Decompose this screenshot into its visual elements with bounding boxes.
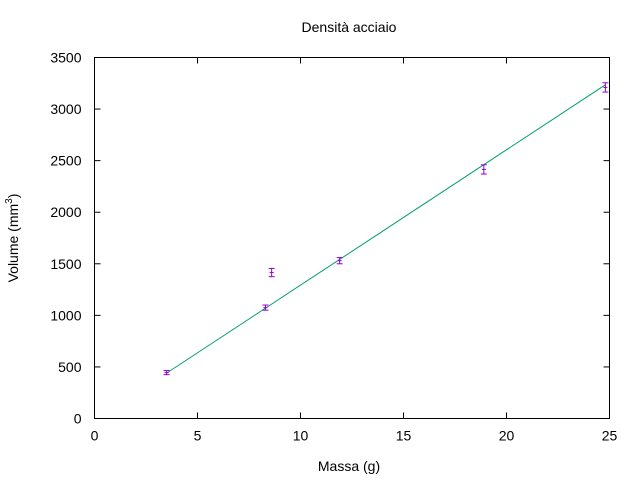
y-axis-label: Volume (mm3) xyxy=(4,194,21,283)
y-axis-label-close: ) xyxy=(5,194,21,199)
fit-line xyxy=(166,84,606,374)
y-tick-label: 0 xyxy=(74,411,82,427)
y-axis-label-main: Volume (mm xyxy=(5,204,21,283)
chart-title: Densità acciaio xyxy=(302,19,397,35)
x-axis-label: Massa (g) xyxy=(318,458,380,474)
x-tick-label: 10 xyxy=(293,428,309,444)
data-point xyxy=(163,370,170,376)
data-point xyxy=(602,82,609,93)
data-points xyxy=(163,82,609,376)
y-tick-label: 1000 xyxy=(50,307,81,323)
plot-frame xyxy=(94,57,610,419)
x-tick-label: 25 xyxy=(602,428,618,444)
ticks: 0 5 10 15 20 25 0 500 1000 1500 2000 2500 3000 3500 xyxy=(50,50,617,444)
x-tick-label: 0 xyxy=(91,428,99,444)
data-point xyxy=(480,164,487,175)
data-point xyxy=(336,257,343,265)
fit-line-group xyxy=(166,84,606,374)
x-tick-label: 20 xyxy=(499,428,515,444)
y-tick-label: 3500 xyxy=(50,50,81,66)
data-point xyxy=(268,267,275,278)
y-tick-label: 500 xyxy=(58,359,82,375)
y-tick-label: 3000 xyxy=(50,101,81,117)
data-point xyxy=(262,304,269,311)
y-tick-label: 2000 xyxy=(50,204,81,220)
y-tick-label: 2500 xyxy=(50,153,81,169)
y-tick-label: 1500 xyxy=(50,256,81,272)
x-tick-label: 15 xyxy=(396,428,412,444)
x-tick-label: 5 xyxy=(194,428,202,444)
y-axis-label-sup: 3 xyxy=(4,198,15,204)
